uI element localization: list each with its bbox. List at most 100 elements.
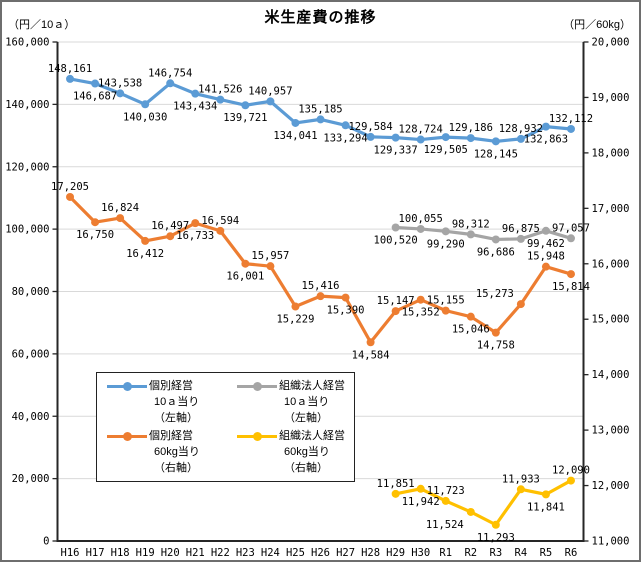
data-label: 100,055 <box>399 213 443 225</box>
data-label: 15,155 <box>427 295 465 307</box>
data-point-marker <box>541 490 550 499</box>
data-label: 96,875 <box>502 223 540 235</box>
data-label: 141,526 <box>198 84 242 96</box>
data-point-marker <box>141 236 150 245</box>
data-label: 15,147 <box>377 295 415 307</box>
data-point-marker <box>391 133 400 142</box>
data-label: 16,824 <box>101 202 139 214</box>
data-point-marker <box>516 234 525 243</box>
data-label: 97,057 <box>552 222 590 234</box>
x-axis-tick-label: H21 <box>186 547 205 559</box>
data-label: 100,520 <box>374 235 418 247</box>
data-label: 143,538 <box>98 77 142 89</box>
series-line <box>394 478 573 527</box>
y-axis-right-tick-label: 16,000 <box>592 258 630 270</box>
line-marker-swatch-icon <box>107 378 147 394</box>
data-point-marker <box>466 507 475 516</box>
legend-entry-kobetsu-60kg: 個別経営 60kg当り （右軸） <box>107 428 237 478</box>
data-point-marker <box>566 124 575 133</box>
data-point-marker <box>91 79 100 88</box>
data-label: 15,046 <box>452 324 490 336</box>
data-point-marker <box>466 312 475 321</box>
x-axis-tick-label: R5 <box>540 547 553 559</box>
data-point-marker <box>491 520 500 529</box>
data-label: 134,041 <box>273 130 317 142</box>
data-label: 140,030 <box>123 111 167 123</box>
legend-entry-soshiki-60kg: 組織法人経営 60kg当り （右軸） <box>237 428 354 478</box>
data-label: 16,001 <box>226 271 264 283</box>
data-point-marker <box>541 226 550 235</box>
data-label: 15,229 <box>276 314 314 326</box>
y-axis-right-tick-label: 19,000 <box>592 92 630 104</box>
data-label: 146,687 <box>73 91 117 103</box>
data-label: 16,750 <box>76 229 114 241</box>
data-label: 129,584 <box>348 121 392 133</box>
data-label: 16,412 <box>126 248 164 260</box>
data-label: 15,948 <box>527 251 565 263</box>
data-point-marker <box>441 227 450 236</box>
data-point-marker <box>341 121 350 130</box>
x-axis-tick-label: R6 <box>565 547 578 559</box>
data-label: 132,863 <box>524 134 568 146</box>
data-point-marker <box>216 226 225 235</box>
y-axis-left-tick-label: 120,000 <box>5 161 49 173</box>
y-axis-right-tick-label: 14,000 <box>592 369 630 381</box>
data-label: 11,293 <box>477 532 515 544</box>
x-axis-tick-label: H17 <box>86 547 105 559</box>
data-point-marker <box>391 223 400 232</box>
y-axis-right-tick-label: 17,000 <box>592 203 630 215</box>
left-axis-unit-label: （円／10ａ） <box>8 19 76 31</box>
data-label: 146,754 <box>148 67 192 79</box>
y-axis-left-tick-label: 0 <box>43 536 49 548</box>
data-point-marker <box>291 118 300 127</box>
data-point-marker <box>266 97 275 106</box>
data-label: 16,497 <box>151 220 189 232</box>
data-point-marker <box>516 485 525 494</box>
data-label: 139,721 <box>223 112 267 124</box>
data-label: 99,290 <box>427 238 465 250</box>
line-marker-swatch-icon <box>237 378 277 394</box>
legend: 個別経営 10ａ当り （左軸） 組織法人経営 10ａ当り （左軸） 個別経営 6… <box>96 372 355 482</box>
x-axis-tick-label: H26 <box>311 547 330 559</box>
data-point-marker <box>166 79 175 88</box>
series-line <box>68 195 573 344</box>
data-label: 135,185 <box>298 103 342 115</box>
y-axis-right-tick-label: 20,000 <box>592 37 630 49</box>
line-marker-swatch-icon <box>107 428 147 444</box>
data-label: 14,584 <box>352 349 390 361</box>
line-marker-swatch-icon <box>237 428 277 444</box>
y-axis-right-tick-label: 12,000 <box>592 480 630 492</box>
data-point-marker <box>316 292 325 301</box>
data-label: 132,112 <box>549 113 593 125</box>
data-label: 129,186 <box>449 122 493 134</box>
x-axis-tick-label: H27 <box>336 547 355 559</box>
data-point-marker <box>416 295 425 304</box>
data-point-marker <box>516 134 525 143</box>
data-point-marker <box>491 137 500 146</box>
x-axis-tick-label: H19 <box>136 547 155 559</box>
data-point-marker <box>466 134 475 143</box>
data-label: 14,758 <box>477 340 515 352</box>
data-point-marker <box>291 302 300 311</box>
data-label: 16,733 <box>176 230 214 242</box>
x-axis-tick-label: H18 <box>111 547 130 559</box>
data-point-marker <box>216 95 225 104</box>
data-label: 16,594 <box>201 215 239 227</box>
data-point-marker <box>491 328 500 337</box>
data-label: 11,933 <box>502 473 540 485</box>
x-axis-tick-label: H28 <box>361 547 380 559</box>
x-axis-tick-label: R4 <box>515 547 528 559</box>
data-label: 11,851 <box>377 478 415 490</box>
data-point-marker <box>266 262 275 271</box>
y-axis-right-tick-label: 18,000 <box>592 147 630 159</box>
data-label: 133,294 <box>323 132 367 144</box>
data-point-marker <box>366 338 375 347</box>
data-point-marker <box>541 262 550 271</box>
data-point-marker <box>141 100 150 109</box>
x-axis-tick-label: H24 <box>261 547 280 559</box>
data-label: 96,686 <box>477 246 515 258</box>
data-point-marker <box>241 101 250 110</box>
data-point-marker <box>166 232 175 241</box>
